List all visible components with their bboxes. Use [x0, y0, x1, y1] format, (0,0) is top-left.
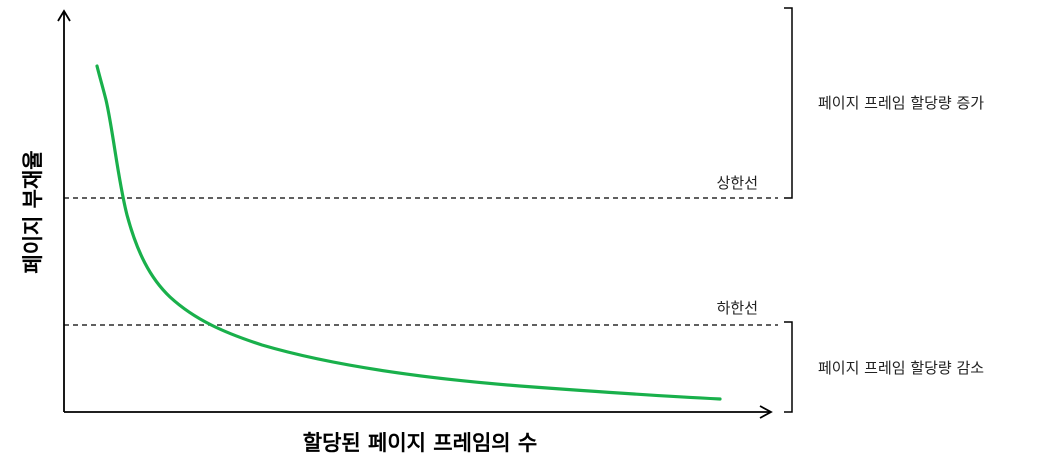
upper-region-label: 페이지 프레임 할당량 증가 — [818, 94, 984, 112]
y-axis-title: 페이지 부재율 — [21, 150, 45, 273]
x-axis-arrowhead — [759, 405, 773, 419]
page-fault-curve — [95, 64, 722, 401]
x-axis-title: 할당된 페이지 프레임의 수 — [303, 431, 537, 455]
lower-region-label: 페이지 프레임 할당량 감소 — [818, 359, 984, 377]
upper-threshold-label: 상한선 — [717, 174, 758, 192]
lower-region-bracket — [784, 321, 793, 413]
upper-region-bracket — [784, 7, 793, 199]
lower-threshold-label: 하한선 — [717, 299, 758, 317]
y-axis-arrowhead — [57, 9, 71, 22]
